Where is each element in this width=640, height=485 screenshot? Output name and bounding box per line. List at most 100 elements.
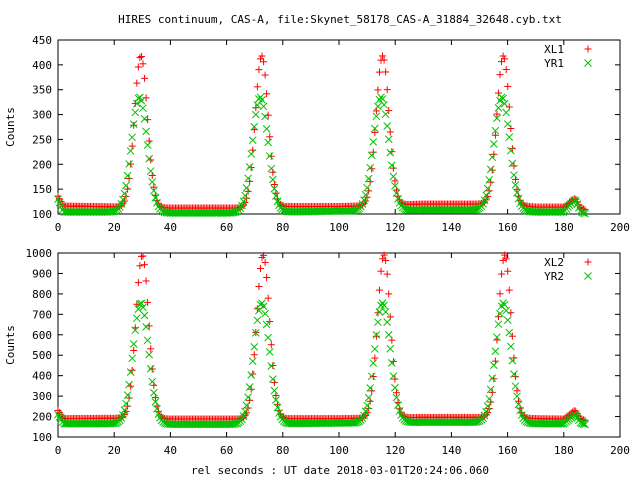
data-point bbox=[378, 95, 387, 103]
data-point bbox=[134, 279, 142, 287]
x-axis-label: rel seconds : UT date 2018-03-01T20:24:0… bbox=[191, 464, 489, 477]
data-point bbox=[272, 192, 280, 200]
data-point bbox=[507, 124, 515, 132]
data-point bbox=[273, 197, 282, 206]
data-point bbox=[480, 411, 489, 420]
data-point bbox=[392, 389, 400, 397]
data-point bbox=[247, 370, 256, 379]
data-point bbox=[262, 320, 271, 329]
data-point bbox=[386, 344, 395, 353]
data-point bbox=[264, 333, 273, 342]
data-point bbox=[581, 420, 589, 429]
data-point bbox=[496, 309, 504, 318]
x-tick-label: 180 bbox=[554, 444, 574, 457]
data-point bbox=[245, 383, 254, 391]
data-point bbox=[391, 181, 399, 190]
data-point bbox=[132, 99, 141, 108]
data-point bbox=[491, 126, 500, 135]
data-point bbox=[514, 400, 523, 409]
data-point bbox=[255, 282, 263, 290]
data-point bbox=[361, 407, 370, 416]
data-point bbox=[389, 172, 398, 181]
data-point bbox=[141, 261, 149, 269]
legend-label: YR1 bbox=[544, 57, 564, 70]
data-point bbox=[367, 372, 376, 381]
data-point bbox=[142, 323, 150, 331]
data-point bbox=[523, 418, 532, 427]
data-point bbox=[261, 309, 269, 318]
data-point bbox=[259, 102, 268, 111]
data-point bbox=[242, 401, 251, 410]
data-point bbox=[486, 385, 495, 394]
data-point bbox=[228, 420, 237, 429]
legend-label: YR2 bbox=[544, 270, 564, 283]
data-point bbox=[151, 397, 160, 406]
data-point bbox=[124, 402, 132, 410]
data-point bbox=[238, 201, 246, 210]
data-point bbox=[377, 301, 385, 310]
data-point bbox=[259, 302, 268, 311]
data-point bbox=[261, 112, 269, 121]
x-tick-label: 80 bbox=[276, 444, 289, 457]
data-point bbox=[153, 405, 161, 413]
data-point bbox=[477, 202, 486, 211]
data-point bbox=[272, 392, 280, 400]
data-point bbox=[252, 104, 260, 112]
data-point bbox=[374, 102, 382, 111]
data-point bbox=[579, 420, 588, 428]
data-point bbox=[366, 384, 375, 392]
y-tick-label: 200 bbox=[32, 411, 52, 424]
data-point bbox=[511, 382, 520, 391]
data-point bbox=[242, 184, 251, 192]
data-point bbox=[515, 397, 523, 405]
data-point bbox=[380, 301, 388, 310]
data-point bbox=[265, 152, 274, 160]
data-point bbox=[494, 104, 503, 112]
data-point bbox=[391, 375, 399, 383]
data-point bbox=[363, 183, 371, 192]
data-point bbox=[139, 303, 147, 312]
data-point bbox=[261, 71, 269, 79]
x-tick-label: 60 bbox=[220, 444, 233, 457]
data-point bbox=[383, 122, 392, 130]
data-point bbox=[505, 286, 513, 294]
y-tick-label: 300 bbox=[32, 390, 52, 403]
y-tick-label: 100 bbox=[32, 431, 52, 444]
data-point bbox=[143, 141, 152, 149]
data-point bbox=[369, 138, 378, 146]
data-point bbox=[128, 354, 137, 363]
data-point bbox=[148, 377, 157, 386]
data-point bbox=[381, 110, 390, 119]
x-tick-label: 120 bbox=[385, 444, 405, 457]
data-point bbox=[498, 270, 506, 278]
data-point bbox=[370, 124, 379, 133]
data-point bbox=[391, 383, 399, 392]
data-point bbox=[493, 333, 501, 342]
data-point bbox=[255, 66, 263, 74]
data-point bbox=[246, 177, 254, 185]
data-point bbox=[119, 410, 127, 419]
data-point bbox=[108, 419, 116, 428]
data-point bbox=[514, 194, 523, 203]
data-point bbox=[505, 133, 514, 141]
data-point bbox=[265, 348, 274, 356]
data-point bbox=[482, 191, 490, 200]
data-point bbox=[268, 175, 277, 184]
data-point bbox=[394, 401, 402, 410]
data-point bbox=[486, 165, 495, 174]
x-tick-label: 160 bbox=[498, 444, 518, 457]
x-tick-label: 80 bbox=[276, 221, 289, 234]
data-point bbox=[502, 66, 510, 74]
data-point bbox=[145, 350, 154, 359]
data-point bbox=[380, 251, 388, 259]
data-point bbox=[385, 290, 393, 298]
data-point bbox=[511, 181, 520, 189]
data-point bbox=[370, 345, 379, 353]
data-point bbox=[250, 342, 259, 351]
data-point bbox=[483, 402, 492, 410]
y-tick-label: 400 bbox=[32, 370, 52, 383]
data-point bbox=[145, 154, 154, 163]
data-point bbox=[496, 290, 504, 298]
data-point bbox=[379, 255, 387, 263]
data-point bbox=[120, 406, 129, 414]
